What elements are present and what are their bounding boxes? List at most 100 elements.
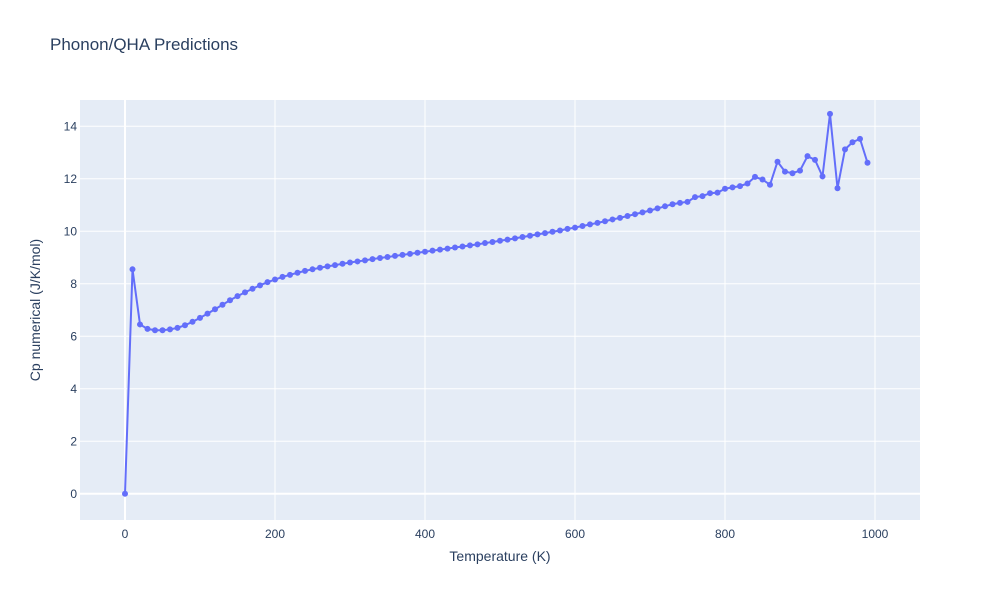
data-point[interactable] [557,227,563,234]
data-point[interactable] [662,203,668,210]
data-point[interactable] [257,282,263,289]
data-point[interactable] [579,223,586,229]
data-point[interactable] [654,205,661,212]
data-point[interactable] [369,256,376,263]
data-point[interactable] [407,250,413,257]
data-point[interactable] [744,180,751,187]
data-point[interactable] [707,190,713,197]
data-point[interactable] [834,185,841,192]
data-point[interactable] [482,240,488,247]
data-point[interactable] [317,264,323,271]
data-point[interactable] [827,110,833,117]
data-point[interactable] [294,269,301,276]
data-point[interactable] [137,321,143,328]
data-point[interactable] [797,167,803,174]
data-point[interactable] [227,297,233,304]
data-point[interactable] [174,324,181,331]
data-point[interactable] [617,214,623,221]
data-point[interactable] [437,246,443,253]
data-point[interactable] [332,262,338,269]
data-point[interactable] [624,213,631,220]
data-point[interactable] [684,198,691,205]
data-point[interactable] [542,230,548,237]
data-point[interactable] [489,239,496,246]
data-point[interactable] [789,170,796,177]
data-point[interactable] [167,326,173,333]
data-point[interactable] [234,293,241,300]
data-point[interactable] [159,327,166,334]
data-point[interactable] [212,306,218,313]
data-point[interactable] [669,201,676,208]
data-point[interactable] [452,244,458,251]
data-point[interactable] [459,243,466,250]
data-point[interactable] [534,231,541,238]
data-point[interactable] [219,301,226,308]
data-point[interactable] [249,285,256,292]
data-point[interactable] [609,216,616,223]
data-point[interactable] [122,490,128,497]
data-point[interactable] [189,318,196,325]
data-point[interactable] [414,249,421,256]
data-point[interactable] [182,322,188,329]
data-point[interactable] [632,211,638,218]
data-point[interactable] [444,245,451,252]
data-point[interactable] [602,218,608,225]
data-point[interactable] [819,173,826,180]
data-point[interactable] [722,185,728,192]
data-point[interactable] [572,224,578,231]
data-point[interactable] [812,156,818,163]
data-point[interactable] [782,168,788,175]
data-point[interactable] [362,257,368,264]
data-point[interactable] [512,235,518,242]
data-point[interactable] [197,314,203,321]
data-point[interactable] [474,241,481,248]
data-point[interactable] [857,135,863,142]
data-point[interactable] [767,181,773,188]
data-point[interactable] [324,263,331,270]
data-point[interactable] [842,146,848,153]
data-point[interactable] [377,255,383,262]
data-point[interactable] [422,248,428,255]
data-point[interactable] [647,207,653,214]
data-point[interactable] [677,199,683,206]
data-point[interactable] [497,237,503,244]
data-point[interactable] [204,310,211,317]
data-point[interactable] [384,253,391,260]
data-point[interactable] [729,184,736,191]
data-point[interactable] [564,225,571,232]
data-point[interactable] [129,266,136,273]
data-point[interactable] [354,258,361,265]
data-point[interactable] [849,139,856,146]
data-point[interactable] [692,194,698,201]
data-point[interactable] [594,219,601,226]
data-point[interactable] [549,228,556,235]
data-point[interactable] [639,209,646,216]
data-point[interactable] [864,159,871,166]
data-point[interactable] [242,289,248,296]
data-point[interactable] [309,266,316,273]
data-point[interactable] [752,173,758,180]
data-point[interactable] [302,267,308,274]
data-point[interactable] [144,325,151,332]
data-point[interactable] [699,193,706,200]
data-point[interactable] [279,273,286,280]
data-point[interactable] [339,260,346,267]
data-point[interactable] [399,251,406,258]
data-point[interactable] [392,252,398,259]
data-point[interactable] [152,327,158,334]
data-point[interactable] [737,183,743,190]
data-point[interactable] [759,176,766,183]
data-point[interactable] [587,221,593,228]
data-point[interactable] [527,232,533,239]
data-point[interactable] [429,247,436,254]
data-point[interactable] [504,236,511,243]
data-point[interactable] [272,276,278,283]
data-point[interactable] [287,271,293,278]
data-point[interactable] [519,234,526,241]
data-point[interactable] [264,279,271,286]
data-point[interactable] [347,259,353,266]
data-point[interactable] [774,158,781,165]
data-point[interactable] [714,189,721,196]
data-point[interactable] [467,242,473,249]
data-point[interactable] [804,153,811,160]
